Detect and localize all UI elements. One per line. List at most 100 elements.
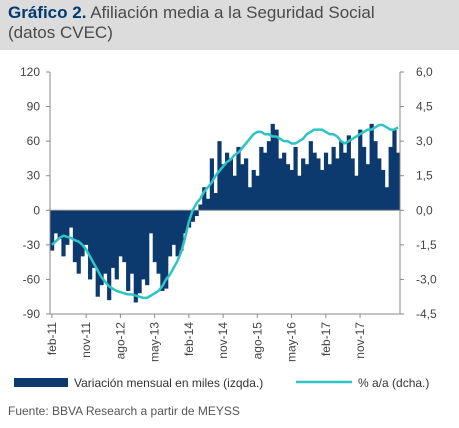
bar-14 <box>103 210 108 274</box>
x-tick-4: feb-14 <box>182 322 196 356</box>
bar-53 <box>251 169 256 211</box>
bar-13 <box>99 210 104 286</box>
bar-55 <box>259 146 264 211</box>
bar-35 <box>183 210 188 234</box>
bar-42 <box>209 158 214 211</box>
y-right-tick-1: 4,5 <box>416 100 433 114</box>
bar-9 <box>84 210 89 245</box>
bar-65 <box>297 175 302 211</box>
y-left-tick-1: 90 <box>27 100 41 114</box>
bar-19 <box>122 210 127 263</box>
bar-33 <box>175 210 180 257</box>
bar-60 <box>278 158 283 211</box>
chart-subtitle: (datos CVEC) <box>8 23 113 42</box>
bar-30 <box>164 210 169 289</box>
chart-source: Fuente: BBVA Research a partir de MEYSS <box>8 404 240 418</box>
bar-90 <box>392 129 397 211</box>
bar-28 <box>156 210 161 274</box>
bar-4 <box>65 210 70 245</box>
bar-17 <box>114 210 119 280</box>
chart-svg: 120 90 60 30 0 -30 -60 -90 6,0 4,5 3,0 1,5 0,0 -1,5 -3… <box>14 65 437 390</box>
bar-59 <box>274 129 279 211</box>
bar-27 <box>152 210 157 263</box>
bar-48 <box>232 175 237 211</box>
x-tick-5: nov-14 <box>216 322 230 359</box>
legend-line-label: % a/a (dcha.) <box>358 376 429 390</box>
bar-45 <box>221 164 226 211</box>
bar-86 <box>377 158 382 211</box>
bar-69 <box>312 152 317 211</box>
x-tick-3: may-13 <box>148 322 162 362</box>
bar-85 <box>373 141 378 211</box>
y-left-tick-0: 120 <box>20 65 40 79</box>
y-right-tick-0: 6,0 <box>416 65 433 79</box>
x-tick-6: ago-15 <box>250 322 264 360</box>
y-right-tick-2: 3,0 <box>416 134 433 148</box>
bar-64 <box>293 146 298 211</box>
bar-79 <box>350 158 355 211</box>
bar-1 <box>53 210 58 234</box>
y-left-tick-7: -90 <box>23 307 41 321</box>
bar-6 <box>72 210 78 263</box>
bar-72 <box>323 152 329 211</box>
bar-46 <box>225 152 230 211</box>
y-right-tick-3: 1,5 <box>416 169 433 183</box>
bar-74 <box>331 146 336 211</box>
bar-23 <box>137 210 142 294</box>
chart-header <box>0 0 459 50</box>
bar-38 <box>194 210 199 217</box>
y-left-tick-5: -30 <box>23 238 41 252</box>
bar-31 <box>167 210 173 257</box>
bar-56 <box>263 152 268 211</box>
x-tick-1: nov-11 <box>79 322 93 358</box>
bar-78 <box>346 135 351 211</box>
bar-67 <box>304 164 310 211</box>
bar-82 <box>361 146 367 211</box>
chart-title-text: Afiliación media a la Seguridad Social <box>90 3 375 22</box>
bar-87 <box>380 169 386 211</box>
bar-50 <box>240 164 245 211</box>
bar-68 <box>308 141 313 211</box>
bar-37 <box>190 210 195 222</box>
bar-24 <box>141 210 146 280</box>
bar-80 <box>354 175 359 211</box>
x-tick-7: may-16 <box>285 322 299 362</box>
bar-18 <box>118 210 123 257</box>
bar-81 <box>358 129 363 211</box>
y-right-tick-4: 0,0 <box>416 203 433 217</box>
bar-39 <box>198 204 203 211</box>
bar-43 <box>213 193 218 211</box>
legend-bar-swatch <box>14 378 68 387</box>
bar-89 <box>388 146 393 211</box>
y-right-tick-5: -1,5 <box>416 238 437 252</box>
bar-16 <box>110 210 116 268</box>
bar-0 <box>50 210 55 251</box>
bar-41 <box>205 198 211 211</box>
bar-52 <box>247 187 253 211</box>
bar-75 <box>335 158 340 211</box>
x-tick-8: feb-17 <box>319 322 333 356</box>
bar-20 <box>126 210 131 291</box>
bar-2 <box>57 210 62 240</box>
x-tick-9: nov-17 <box>353 322 367 359</box>
bar-15 <box>107 210 112 301</box>
bar-84 <box>369 123 374 211</box>
bar-91 <box>396 152 401 211</box>
y-left-tick-4: 0 <box>33 203 40 217</box>
bar-49 <box>236 146 241 211</box>
bar-29 <box>160 210 165 291</box>
series-line <box>51 123 399 300</box>
x-tick-2: ago-12 <box>113 322 127 360</box>
bar-61 <box>282 152 287 211</box>
bar-70 <box>316 158 321 211</box>
bar-11 <box>91 210 97 268</box>
bar-5 <box>69 210 74 228</box>
bar-8 <box>80 210 85 257</box>
legend-bar-label: Variación mensual en miles (izqda.) <box>74 376 263 390</box>
bar-51 <box>244 158 249 211</box>
bar-26 <box>148 210 154 234</box>
y-left-tick-2: 60 <box>27 134 41 148</box>
y-left-tick-3: 30 <box>27 169 41 183</box>
bar-3 <box>61 210 66 257</box>
bar-34 <box>179 210 184 251</box>
